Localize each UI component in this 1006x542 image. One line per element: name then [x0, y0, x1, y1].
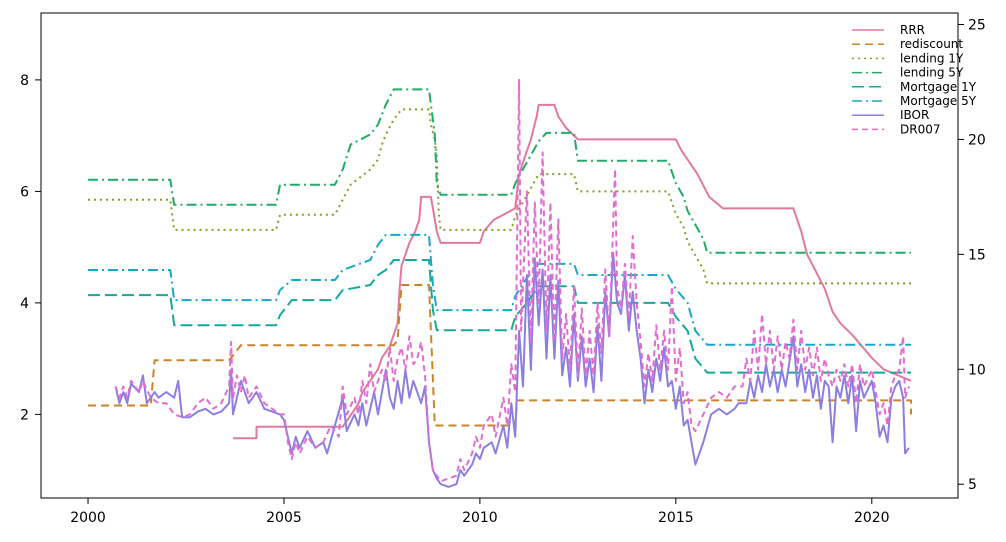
y-axis-right: 5 10 15 20 25: [958, 17, 986, 493]
series-line-rrr: [233, 103, 912, 440]
x-tick-label: 2015: [658, 510, 694, 526]
plot-frame: [40, 12, 959, 499]
x-tick-label: 2000: [70, 510, 106, 526]
legend-label: DR007: [900, 122, 940, 136]
legend-label: lending 1Y: [900, 51, 964, 65]
series-line-mortgage-1y: [88, 259, 911, 374]
legend-label: lending 5Y: [900, 66, 964, 80]
y-right-tick-label: 5: [968, 477, 977, 493]
series-line-ibor: [114, 251, 910, 488]
x-tick-label: 2020: [854, 510, 890, 526]
x-axis: 2000 2005 2010 2015 2020: [70, 498, 890, 526]
y-right-tick-label: 10: [968, 362, 986, 378]
series-line-lending-5y: [88, 88, 911, 254]
legend-label: rediscount: [900, 37, 963, 51]
y-left-tick-label: 2: [20, 407, 29, 423]
series-line-lending-1y: [88, 108, 911, 285]
series-line-rediscount: [88, 284, 912, 427]
legend-label: RRR: [900, 23, 925, 37]
legend-label: Mortgage 1Y: [900, 80, 977, 94]
y-right-tick-label: 25: [968, 17, 986, 33]
x-tick-label: 2010: [462, 510, 498, 526]
series-line-dr007: [114, 78, 910, 483]
x-tick-label: 2005: [266, 510, 302, 526]
series-line-mortgage-5y: [88, 233, 911, 346]
y-left-tick-label: 4: [20, 296, 29, 312]
legend-label: Mortgage 5Y: [900, 94, 977, 108]
y-left-tick-label: 8: [20, 73, 29, 89]
series-layer: [88, 78, 912, 488]
y-right-tick-label: 15: [968, 247, 986, 263]
legend-label: IBOR: [900, 108, 929, 122]
y-right-tick-label: 20: [968, 132, 986, 148]
y-left-tick-label: 6: [20, 184, 29, 200]
y-axis-left: 2 4 6 8: [20, 73, 41, 423]
